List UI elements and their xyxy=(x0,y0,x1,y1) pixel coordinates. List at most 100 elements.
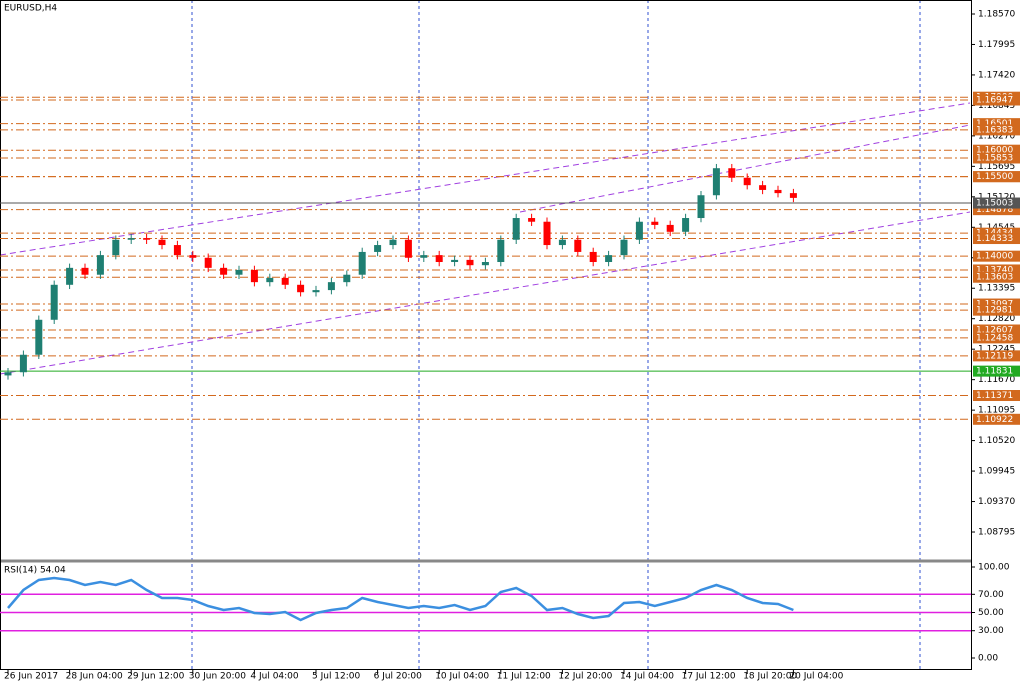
candle-body xyxy=(389,239,397,246)
rsi-y-tick-label: 0.00 xyxy=(978,654,998,664)
candle-body xyxy=(266,277,274,283)
candle-body xyxy=(312,290,320,293)
level-label: 1.12607 xyxy=(976,326,1013,336)
rsi-y-tick-label: 30.00 xyxy=(978,626,1004,636)
level-label-box xyxy=(973,298,1020,310)
candle-body xyxy=(66,267,74,285)
level-label-box xyxy=(973,324,1020,336)
y-tick-label: 1.16270 xyxy=(978,131,1015,141)
candle-body xyxy=(50,284,58,320)
level-label: 1.14333 xyxy=(976,234,1013,244)
candle-body xyxy=(35,319,43,355)
candle-body xyxy=(374,245,382,252)
y-tick-label: 1.11670 xyxy=(978,375,1015,385)
level-label-box xyxy=(973,271,1020,283)
candle-body xyxy=(728,168,736,178)
y-tick-label: 1.18570 xyxy=(978,9,1015,19)
candle-body xyxy=(204,257,212,268)
rsi-y-tick-label: 50.00 xyxy=(978,608,1004,618)
level-label-box xyxy=(973,332,1020,344)
candle-body xyxy=(743,177,751,186)
candle-body xyxy=(127,238,135,240)
rsi-line xyxy=(7,576,794,622)
level-label-box xyxy=(973,250,1020,262)
x-tick-label: 29 Jun 12:00 xyxy=(127,672,184,682)
level-label: 1.14878 xyxy=(976,205,1013,215)
candle-body xyxy=(574,239,582,252)
candle-body xyxy=(558,239,566,246)
level-label-box xyxy=(973,144,1020,156)
candle-body xyxy=(404,239,412,258)
y-tick-label: 1.12245 xyxy=(978,345,1015,355)
x-tick-label: 18 Jul 20:00 xyxy=(743,672,797,682)
candle-body xyxy=(512,218,520,240)
candle-body xyxy=(620,239,628,256)
chart-title: EURUSD,H4 xyxy=(4,4,57,14)
candle-body xyxy=(327,282,335,291)
x-tick-label: 11 Jul 12:00 xyxy=(497,672,551,682)
candle-body xyxy=(81,267,89,275)
candle-body xyxy=(358,251,366,275)
y-tick-label: 1.10520 xyxy=(978,436,1015,446)
y-tick-label: 1.17995 xyxy=(978,40,1015,50)
level-label-box xyxy=(973,264,1020,276)
candle-body xyxy=(635,221,643,240)
candle-body xyxy=(682,218,690,232)
level-label: 1.12119 xyxy=(976,351,1013,361)
level-label-box xyxy=(973,233,1020,245)
level-label: 1.15853 xyxy=(976,153,1013,163)
level-label: 1.11371 xyxy=(976,391,1013,401)
candle-body xyxy=(220,267,228,275)
rsi-title: RSI(14) 54.04 xyxy=(4,566,66,576)
level-label: 1.13740 xyxy=(976,265,1013,275)
y-tick-label: 1.11095 xyxy=(978,406,1015,416)
x-tick-label: 28 Jun 04:00 xyxy=(66,672,123,682)
level-label: 1.16383 xyxy=(976,125,1013,135)
level-label: 1.13097 xyxy=(976,300,1013,310)
channel-lines xyxy=(0,102,971,375)
x-tick-label: 17 Jul 12:00 xyxy=(682,672,736,682)
level-label: 1.14000 xyxy=(976,252,1013,262)
channel-line xyxy=(0,211,971,375)
candle-body xyxy=(250,269,258,283)
x-tick-label: 14 Jul 04:00 xyxy=(620,672,674,682)
level-label: 1.15003 xyxy=(976,199,1013,209)
frame xyxy=(0,0,972,670)
level-label-box xyxy=(973,124,1020,136)
candle-body xyxy=(189,255,197,258)
level-label: 1.12981 xyxy=(976,306,1013,316)
x-tick-label: 20 Jul 04:00 xyxy=(789,672,843,682)
candle-body xyxy=(451,259,459,263)
x-tick-label: 30 Jun 20:00 xyxy=(189,672,246,682)
candle-body xyxy=(712,168,720,196)
y-tick-label: 1.09945 xyxy=(978,467,1015,477)
period-separators xyxy=(191,0,921,670)
x-tick-label: 10 Jul 04:00 xyxy=(435,672,489,682)
x-tick-label: 26 Jun 2017 xyxy=(4,672,58,682)
level-label: 1.13603 xyxy=(976,273,1013,283)
candle-body xyxy=(173,245,181,256)
level-label-box xyxy=(973,118,1020,130)
candle-body xyxy=(112,239,120,256)
channel-line xyxy=(0,102,971,256)
level-label-box xyxy=(973,304,1020,316)
x-tick-label: 12 Jul 20:00 xyxy=(558,672,612,682)
y-tick-label: 1.08795 xyxy=(978,528,1015,538)
level-label-box xyxy=(973,94,1020,106)
level-label: 1.15500 xyxy=(976,172,1013,182)
candle-body xyxy=(697,195,705,219)
candle-body xyxy=(235,269,243,275)
candle-body xyxy=(297,284,305,293)
candle-body xyxy=(666,224,674,232)
candle-body xyxy=(759,185,767,190)
y-tick-label: 1.17420 xyxy=(978,70,1015,80)
rsi-y-tick-label: 70.00 xyxy=(978,590,1004,600)
level-label-box xyxy=(973,390,1020,402)
candle-body xyxy=(96,255,104,275)
candle-body xyxy=(143,238,151,240)
y-tick-label: 1.13395 xyxy=(978,284,1015,294)
candle-body xyxy=(19,354,27,373)
